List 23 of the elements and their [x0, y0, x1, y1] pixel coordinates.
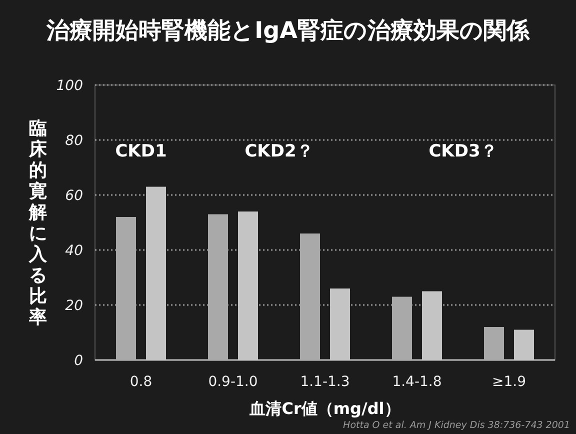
y-tick-label: 40 [65, 243, 84, 259]
y-tick-label: 20 [65, 298, 84, 314]
annotation: CKD2？ [244, 142, 314, 162]
x-tick-label: ≥1.9 [492, 374, 526, 390]
bar [484, 327, 504, 360]
y-tick-label: 80 [65, 133, 84, 149]
text: Hotta O et al. Am J Kidney Dis 38:736-743 2001 [343, 420, 570, 431]
x-tick-label: 0.8 [130, 374, 152, 390]
text: 臨床的寛解に入る比率 [29, 118, 47, 328]
bar [392, 296, 412, 360]
y-tick-label: 100 [56, 78, 84, 94]
annotation: CKD1 [115, 142, 167, 162]
y-tick-label: 60 [65, 188, 84, 204]
bar [208, 214, 228, 360]
x-tick-label: 0.9-1.0 [208, 374, 258, 390]
x-tick-label: 1.4-1.8 [392, 374, 442, 390]
annotation: CKD3？ [428, 142, 498, 162]
y-tick-label: 0 [74, 353, 84, 369]
bar [116, 217, 136, 360]
x-tick-label: 1.1-1.3 [300, 374, 350, 390]
chart-title: 治療開始時腎機能とIgA腎症の治療効果の関係 [46, 17, 530, 44]
bar [300, 234, 320, 360]
x-axis-title: 血清Cr値（mg/dl） [248, 399, 400, 418]
